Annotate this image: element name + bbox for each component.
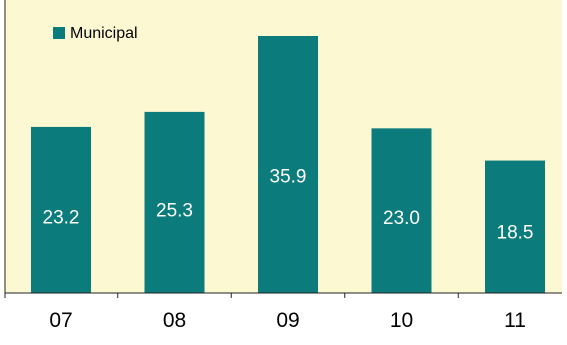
legend: Municipal xyxy=(53,25,138,42)
bar-value-label: 23.0 xyxy=(383,208,420,229)
x-tick-label: 09 xyxy=(276,309,299,332)
x-tick-labels-layer: 07 08 09 10 11 xyxy=(49,309,526,332)
bar-value-label: 23.2 xyxy=(43,207,80,228)
bar-10 xyxy=(371,128,432,293)
x-ticks-layer xyxy=(4,0,459,298)
bar-11 xyxy=(485,160,545,293)
x-tick-label: 11 xyxy=(504,309,526,332)
bar-value-label: 18.5 xyxy=(497,222,534,243)
bars-layer xyxy=(31,36,545,293)
legend-label: Municipal xyxy=(70,25,138,42)
x-tick-label: 07 xyxy=(49,309,72,332)
bar-value-label: 35.9 xyxy=(270,166,307,187)
bar-labels-layer: 23.2 25.3 35.9 23.0 18.5 xyxy=(43,166,534,243)
bar-09 xyxy=(258,36,318,293)
x-tick-label: 08 xyxy=(163,309,186,332)
bar-07 xyxy=(31,126,91,293)
legend-swatch xyxy=(53,27,65,39)
bar-08 xyxy=(144,111,205,293)
x-tick-label: 10 xyxy=(390,309,413,332)
bar-value-label: 25.3 xyxy=(156,201,193,222)
